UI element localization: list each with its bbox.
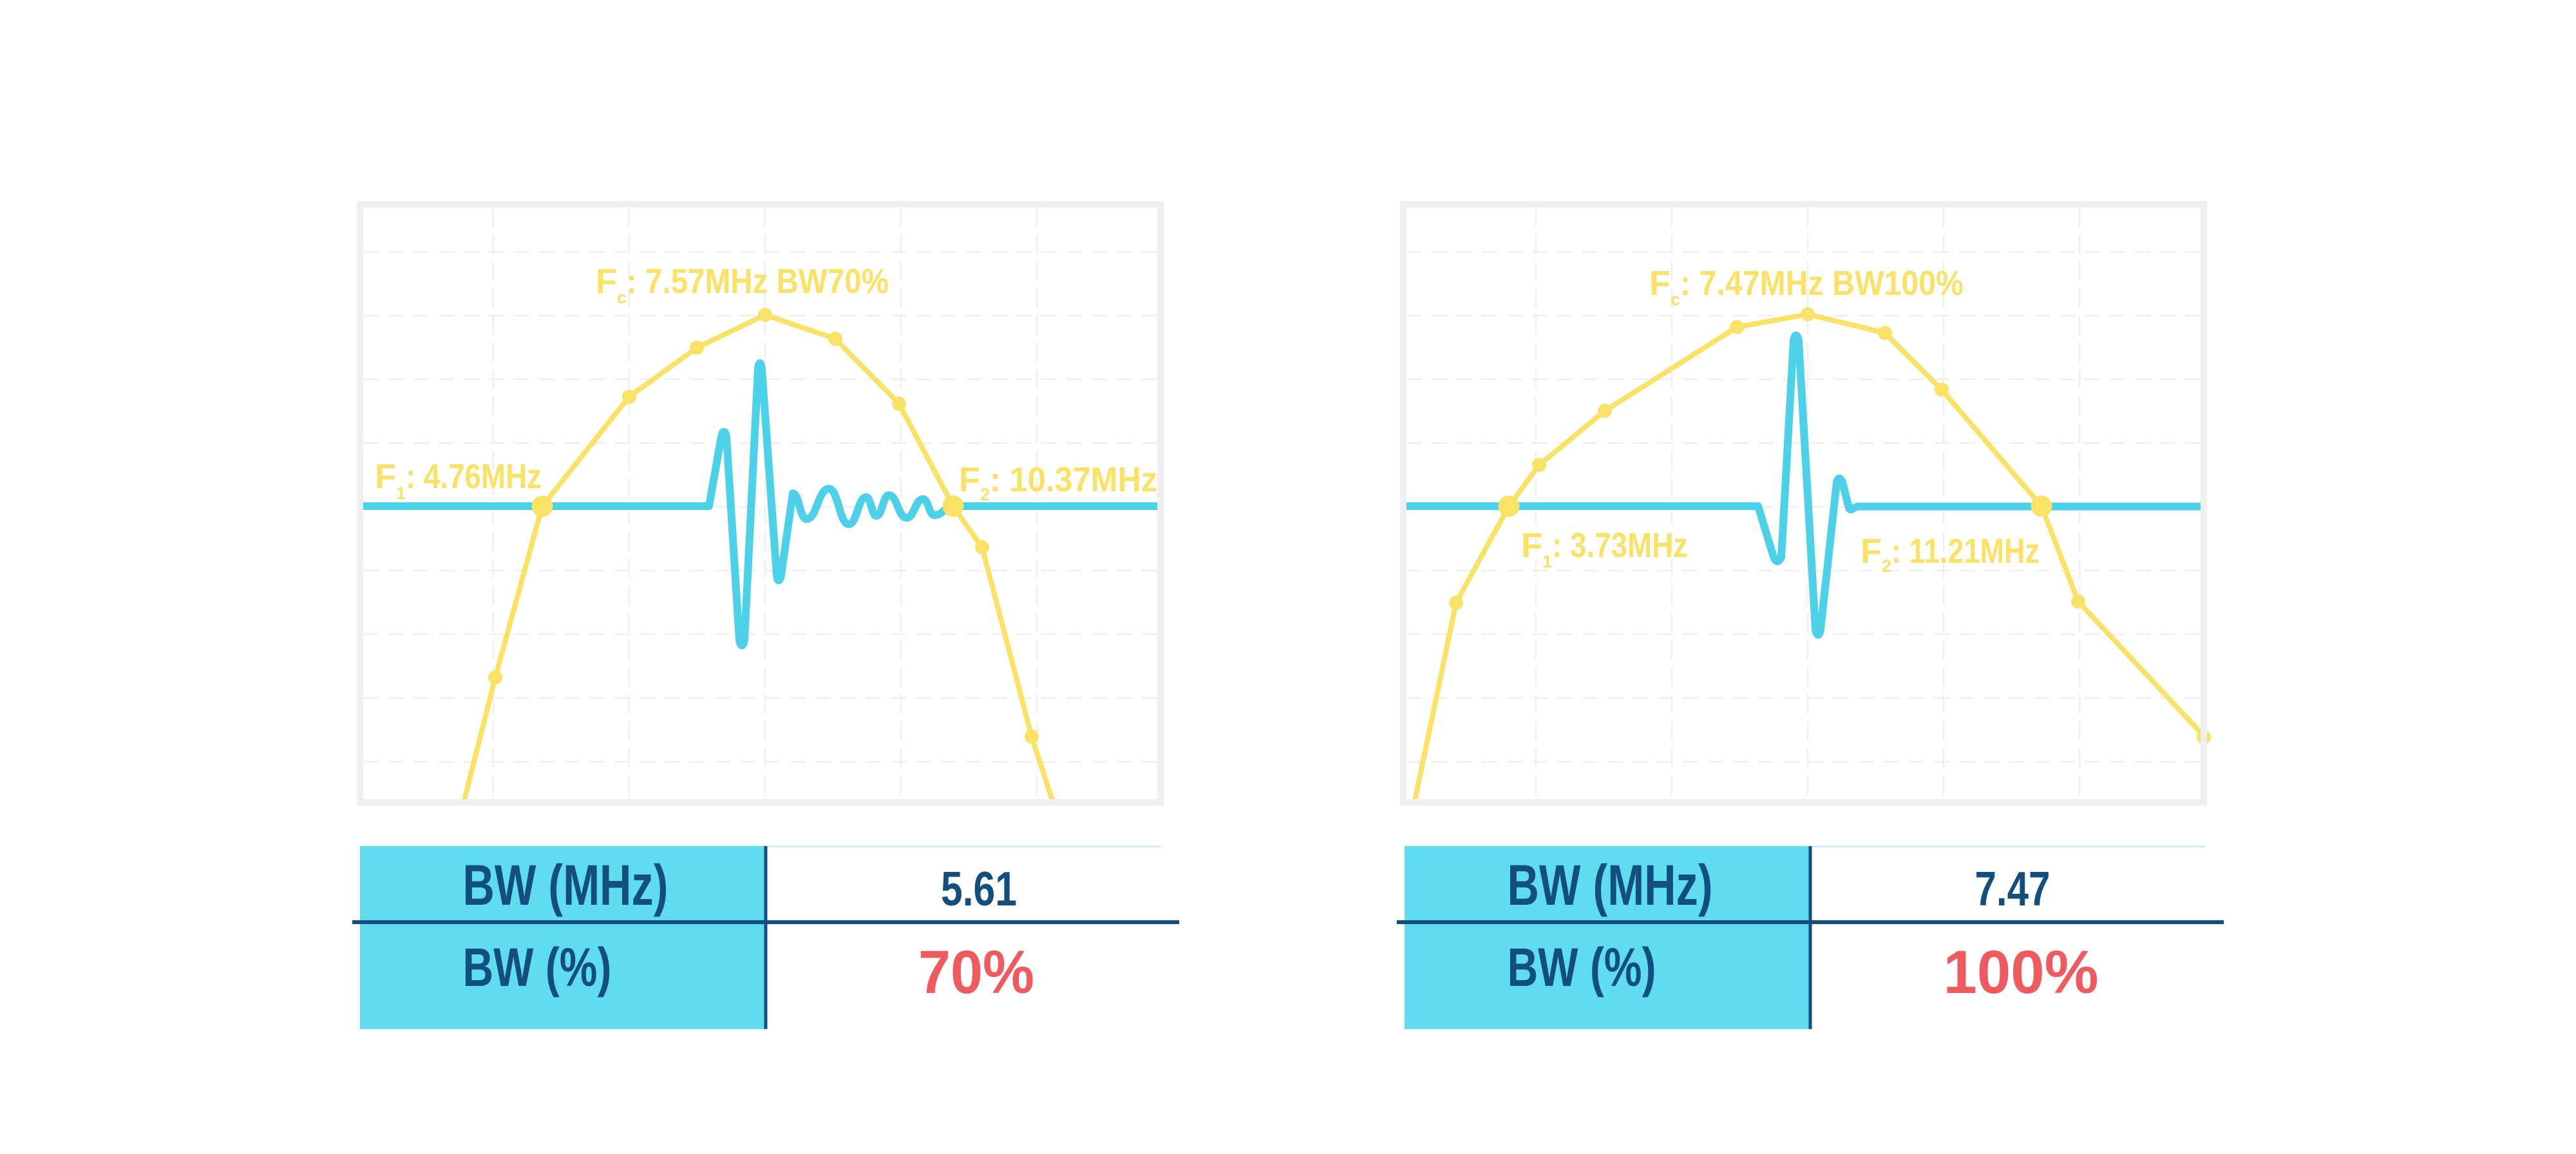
svg-text:BW (%): BW (%) [1508, 937, 1656, 998]
svg-text:1: 1 [396, 484, 406, 503]
svg-text:1: 1 [1542, 552, 1552, 571]
svg-text:c: c [617, 288, 627, 307]
svg-text:BW (%): BW (%) [463, 937, 612, 998]
svg-text:BW (MHz): BW (MHz) [1508, 853, 1713, 917]
svg-text:7.47: 7.47 [1975, 862, 2050, 916]
svg-text:F: F [1521, 526, 1542, 565]
svg-text:c: c [1671, 290, 1680, 309]
svg-text:5.61: 5.61 [941, 862, 1017, 916]
svg-text:100%: 100% [1944, 938, 2099, 1007]
svg-text:F: F [1861, 532, 1882, 571]
svg-text:F: F [959, 460, 980, 499]
svg-text:F: F [596, 262, 617, 301]
svg-text:70%: 70% [918, 938, 1034, 1007]
svg-text:2: 2 [980, 485, 990, 504]
svg-text:: 10.37MHz: : 10.37MHz [990, 460, 1157, 499]
svg-text:F: F [1649, 264, 1671, 303]
svg-text:F: F [375, 457, 396, 496]
svg-text:: 4.76MHz: : 4.76MHz [406, 457, 542, 496]
svg-text:: 7.57MHz BW70%: : 7.57MHz BW70% [627, 262, 889, 301]
svg-text:2: 2 [1882, 556, 1891, 576]
svg-text:: 7.47MHz BW100%: : 7.47MHz BW100% [1680, 264, 1964, 303]
svg-text:BW (MHz): BW (MHz) [463, 853, 668, 917]
svg-text:: 11.21MHz: : 11.21MHz [1891, 532, 2040, 571]
svg-text:: 3.73MHz: : 3.73MHz [1552, 526, 1688, 565]
